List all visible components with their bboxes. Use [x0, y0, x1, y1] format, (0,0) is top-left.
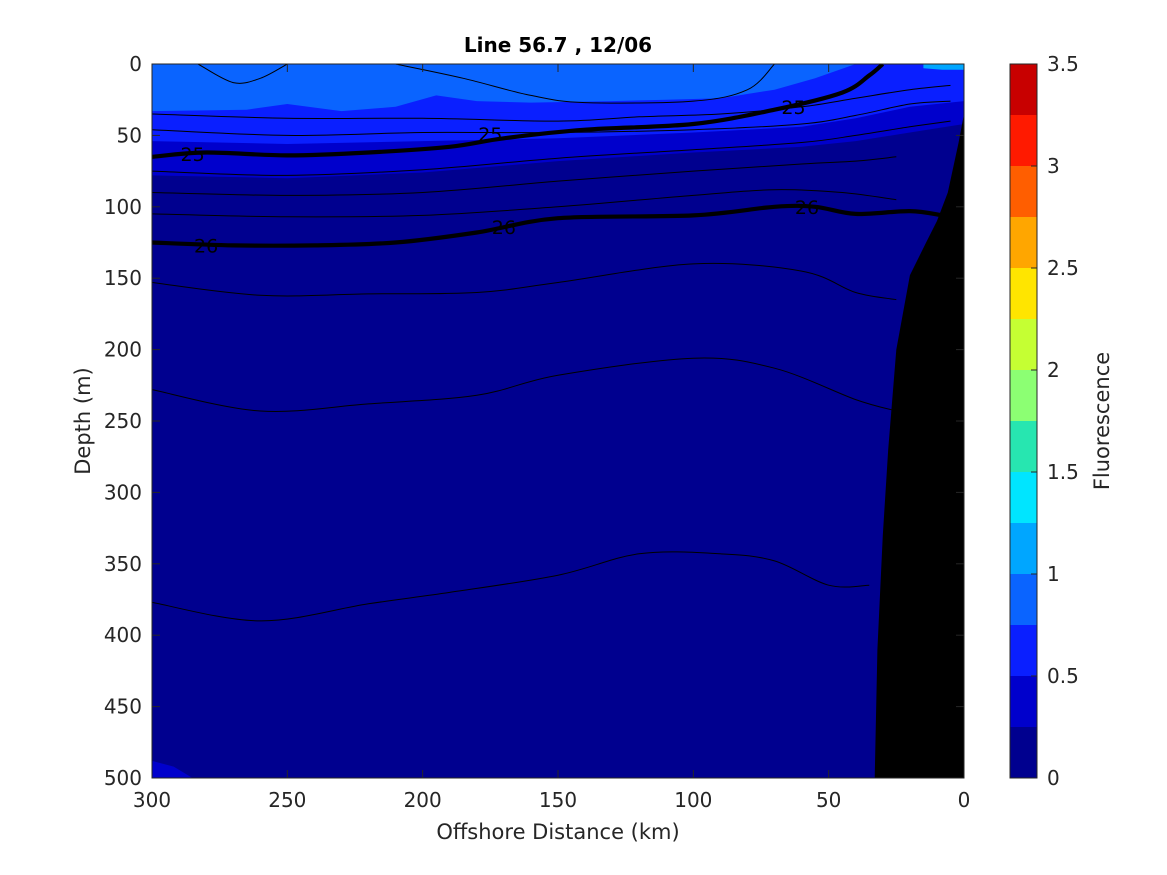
contour-label-25: 25 [181, 144, 205, 166]
colorbar-swatch [1010, 727, 1037, 778]
colorbar-tick-label: 3 [1047, 154, 1060, 178]
colorbar-tick-label: 2 [1047, 358, 1060, 382]
y-tick-label: 50 [117, 123, 142, 147]
x-tick-label: 100 [674, 788, 712, 812]
colorbar-frame [1009, 63, 1038, 779]
fill-level-1b [152, 760, 193, 778]
contour-line-9 [152, 551, 870, 622]
chart-title: Line 56.7 , 12/06 [464, 33, 652, 57]
isopycnal-contours [152, 64, 951, 622]
colorbar-swatch [1010, 166, 1037, 217]
colorbar-swatch [1010, 115, 1037, 166]
y-tick-label: 200 [104, 338, 142, 362]
colorbar-tick-label: 1 [1047, 562, 1060, 586]
colorbar-swatch [1010, 319, 1037, 370]
y-tick-label: 450 [104, 695, 142, 719]
colorbar-swatch [1010, 217, 1037, 268]
colorbar-swatch [1010, 625, 1037, 676]
y-tick-label: 350 [104, 552, 142, 576]
contour-line-5 [152, 156, 897, 196]
fill-level-0 [152, 64, 964, 778]
y-tick-label: 0 [129, 52, 142, 76]
contour-line-11 [395, 64, 775, 104]
y-tick-label: 150 [104, 266, 142, 290]
x-tick-label: 300 [133, 788, 171, 812]
colorbar-tick-label: 2.5 [1047, 256, 1079, 280]
contour-label-25: 25 [781, 97, 805, 119]
y-tick-label: 100 [104, 195, 142, 219]
contour-line-2 [152, 84, 951, 122]
x-axis: 300 250 200 150 100 50 0 [133, 64, 970, 812]
colorbar-tick-label: 3.5 [1047, 52, 1079, 76]
x-tick-label: 250 [268, 788, 306, 812]
colorbar-swatch [1010, 574, 1037, 625]
contour-25 [152, 64, 885, 159]
y-tick-label: 400 [104, 623, 142, 647]
colorbar-swatch [1010, 370, 1037, 421]
bathymetry-shelf [874, 114, 964, 778]
colorbar-swatch [1010, 421, 1037, 472]
contour-labels: 25 25 25 26 26 26 [181, 97, 820, 258]
colorbar-swatch [1010, 523, 1037, 574]
colorbar-swatch [1010, 676, 1037, 727]
y-tick-label: 300 [104, 480, 142, 504]
colorbar-tick-label: 1.5 [1047, 460, 1079, 484]
colorbar-swatch [1010, 268, 1037, 319]
x-tick-label: 150 [539, 788, 577, 812]
colorbar-tick-label: 0 [1047, 766, 1060, 790]
x-tick-label: 50 [816, 788, 841, 812]
contour-line-8 [152, 357, 897, 412]
contour-label-26: 26 [795, 197, 819, 219]
contour-label-25: 25 [478, 124, 502, 146]
contour-line-7 [152, 262, 897, 301]
contour-line-4 [152, 120, 951, 176]
y-tick-label: 250 [104, 409, 142, 433]
contour-label-26: 26 [194, 235, 218, 257]
y-axis: 0 50 100 150 200 250 300 350 400 450 500 [104, 52, 964, 790]
contour-line-3 [152, 100, 951, 136]
fluorescence-fills [152, 64, 964, 778]
y-axis-label: Depth (m) [71, 367, 95, 474]
contour-26 [152, 203, 943, 248]
colorbar: 0 0.5 1 1.5 2 2.5 3 3.5 [1009, 52, 1079, 790]
x-tick-label: 0 [958, 788, 971, 812]
fill-level-3 [152, 64, 856, 112]
contour-label-26: 26 [492, 217, 516, 239]
x-axis-label: Offshore Distance (km) [436, 820, 679, 844]
x-tick-label: 200 [404, 788, 442, 812]
plot-area [152, 64, 964, 778]
contour-line-6 [152, 189, 897, 218]
colorbar-swatch [1010, 472, 1037, 523]
y-tick-label: 500 [104, 766, 142, 790]
colorbar-label: Fluorescence [1090, 352, 1114, 490]
colorbar-tick-label: 0.5 [1047, 664, 1079, 688]
colorbar-swatch [1010, 64, 1037, 115]
contour-line-10 [197, 64, 288, 84]
fill-level-4 [923, 64, 964, 70]
